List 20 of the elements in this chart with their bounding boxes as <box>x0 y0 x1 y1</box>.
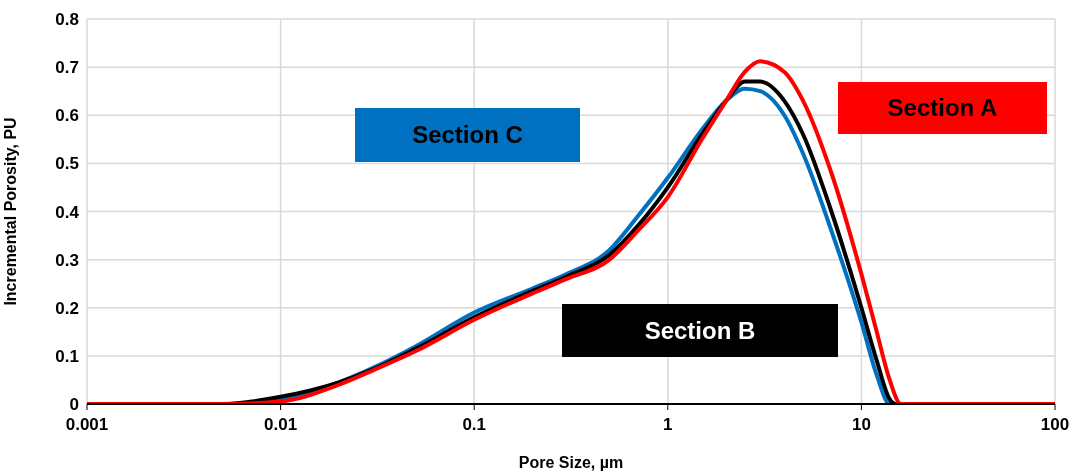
x-tick-label: 0.1 <box>462 415 487 435</box>
y-tick-label: 0 <box>69 395 79 415</box>
name-tag: Section A <box>838 82 1047 134</box>
name-tag: Section C <box>355 108 580 162</box>
y-tick-label: 0.7 <box>55 58 79 78</box>
y-tick-label: 0.8 <box>55 10 79 30</box>
name-tag: Section B <box>562 304 838 357</box>
y-tick-label: 0.4 <box>55 202 80 222</box>
y-tick-label: 0.5 <box>55 154 79 174</box>
x-axis-title: Pore Size, µm <box>518 454 624 471</box>
y-tick-label: 0.1 <box>55 346 79 366</box>
x-tick-label: 1 <box>663 415 673 435</box>
y-tick-label: 0.6 <box>55 106 79 126</box>
x-tick-label: 0.01 <box>264 415 298 435</box>
x-tick-label: 10 <box>851 415 871 435</box>
x-tick-label: 0.001 <box>65 415 109 435</box>
y-tick-label: 0.3 <box>55 250 79 270</box>
y-axis-title: Incremental Porosity, PU <box>1 117 19 306</box>
y-tick-label: 0.2 <box>55 298 79 318</box>
x-tick-label: 100 <box>1040 415 1070 435</box>
